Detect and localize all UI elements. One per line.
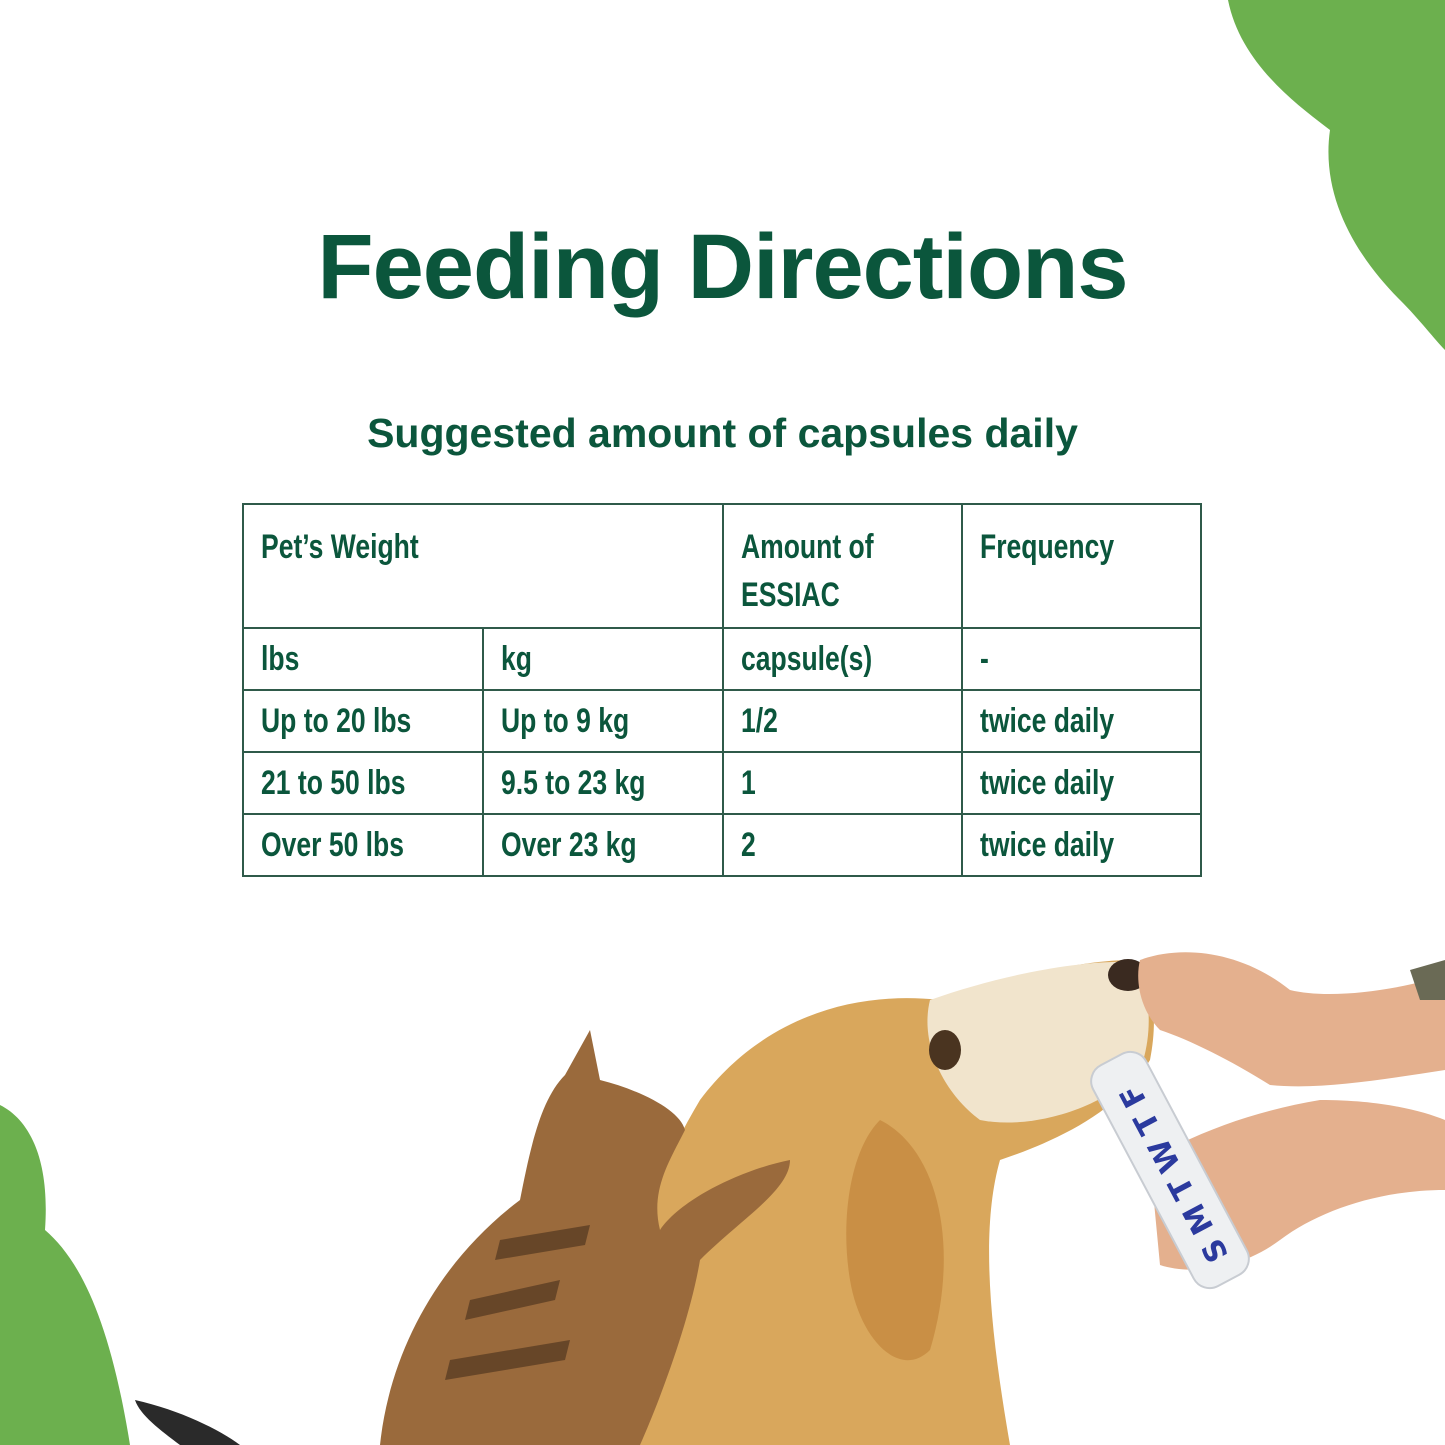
table-cell: - bbox=[960, 627, 1203, 691]
table-units-row: lbs kg capsule(s) - bbox=[241, 627, 1203, 691]
page-title: Feeding Directions bbox=[317, 216, 1128, 318]
feeding-table: Pet’s Weight Amount of ESSIAC Frequency … bbox=[241, 503, 1203, 877]
table-cell: Up to 20 lbs bbox=[241, 689, 485, 753]
table-cell: twice daily bbox=[960, 689, 1203, 753]
green-blob-top-right bbox=[1228, 0, 1445, 350]
header-pets-weight: Pet’s Weight bbox=[241, 503, 725, 629]
table-cell: kg bbox=[482, 627, 725, 691]
table-cell: 21 to 50 lbs bbox=[241, 751, 485, 815]
table-cell: 1/2 bbox=[722, 689, 963, 753]
table-cell: capsule(s) bbox=[722, 627, 963, 691]
page-subtitle: Suggested amount of capsules daily bbox=[367, 410, 1078, 456]
green-blob-bottom-left bbox=[0, 1105, 130, 1445]
table-cell: twice daily bbox=[960, 813, 1203, 877]
header-frequency: Frequency bbox=[960, 503, 1203, 629]
table-cell: 2 bbox=[722, 813, 963, 877]
table-cell: Over 23 kg bbox=[482, 813, 725, 877]
hand-image bbox=[1138, 952, 1445, 1087]
table-cell: lbs bbox=[241, 627, 485, 691]
table-header-row: Pet’s Weight Amount of ESSIAC Frequency bbox=[241, 503, 1203, 629]
pets-photo: SMTWTF bbox=[135, 952, 1445, 1445]
table-cell: twice daily bbox=[960, 751, 1203, 815]
table-row: 21 to 50 lbs 9.5 to 23 kg 1 twice daily bbox=[241, 751, 1203, 815]
table-row: Over 50 lbs Over 23 kg 2 twice daily bbox=[241, 813, 1203, 877]
header-amount: Amount of ESSIAC bbox=[722, 503, 963, 629]
table-cell: Over 50 lbs bbox=[241, 813, 485, 877]
table-cell: 1 bbox=[722, 751, 963, 815]
table-cell: Up to 9 kg bbox=[482, 689, 725, 753]
table-cell: 9.5 to 23 kg bbox=[482, 751, 725, 815]
table-row: Up to 20 lbs Up to 9 kg 1/2 twice daily bbox=[241, 689, 1203, 753]
